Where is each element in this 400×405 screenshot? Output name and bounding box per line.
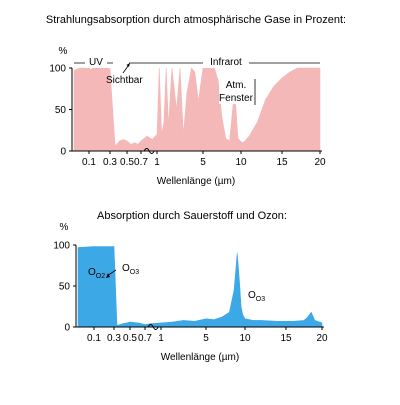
absorption-area [77, 246, 323, 328]
visible-label: Sichtbar [106, 75, 143, 86]
x-tick-label: 0.3 [103, 157, 117, 168]
y-tick-label: 100 [53, 241, 70, 252]
visible-pointer-arrowhead [126, 63, 130, 67]
oxygen-ozone-chart: Absorption durch Sauerstoff und Ozon: % … [53, 210, 328, 363]
x-tick-label: 0.3 [107, 333, 121, 344]
x-tick-label: 0.7 [138, 333, 152, 344]
y-tick-label: 50 [55, 105, 67, 116]
x-tick-label: 20 [316, 333, 328, 344]
x-tick-label: 10 [239, 333, 251, 344]
chart-title: Strahlungsabsorption durch atmosphärisch… [46, 14, 346, 26]
x-tick-label: 0.5 [123, 333, 137, 344]
x-tick-label: 0.5 [120, 157, 134, 168]
x-tick-label: 0.1 [82, 157, 96, 168]
x-tick-label: 10 [235, 157, 247, 168]
y-tick-label: 100 [49, 64, 66, 75]
axis-break-marker [143, 148, 155, 154]
chart-title: Absorption durch Sauerstoff und Ozon: [97, 210, 287, 222]
absorption-series-area [77, 246, 323, 328]
x-tick-label: 0.7 [134, 157, 148, 168]
axis-break-marker [147, 324, 159, 330]
x-tick-label: 0.1 [87, 333, 101, 344]
x-tick-label: 1 [158, 333, 164, 344]
o3-uv-label: OO3 [122, 263, 139, 276]
uv-label: UV [89, 57, 103, 68]
window-label-bg [219, 77, 254, 104]
absorption-area [73, 67, 321, 152]
x-tick-labels: 0.1 0.3 0.5 0.7 1 5 10 15 20 [87, 324, 328, 344]
x-axis-label: Wellenlänge (µm) [161, 352, 239, 363]
gas-absorption-chart: Strahlungsabsorption durch atmosphärisch… [46, 14, 346, 187]
y-tick-label: 0 [60, 147, 66, 158]
y-tick-labels: 0 50 100 [49, 64, 72, 158]
x-tick-label: 1 [154, 157, 160, 168]
absorption-series-area [73, 67, 321, 152]
x-tick-labels: 0.1 0.3 0.5 0.7 1 5 10 15 20 [82, 148, 326, 168]
visible-pointer-arrow [122, 65, 129, 74]
x-tick-label: 15 [280, 333, 292, 344]
y-unit-label: % [60, 222, 69, 233]
y-tick-label: 0 [64, 323, 70, 334]
x-tick-label: 15 [276, 157, 288, 168]
y-unit-label: % [59, 46, 68, 57]
y-tick-labels: 0 50 100 [53, 241, 76, 334]
window-label-line2: Fenster [219, 93, 254, 104]
x-tick-label: 5 [200, 157, 206, 168]
uv-label-bg [85, 55, 107, 68]
x-tick-label: 20 [314, 157, 326, 168]
infrared-label: Infrarot [210, 57, 242, 68]
o3-ir-label: OO3 [248, 290, 265, 303]
window-label-line1: Atm. [226, 80, 247, 91]
x-axis-label: Wellenlänge (µm) [157, 176, 235, 187]
x-tick-label: 5 [203, 333, 209, 344]
o3-pointer-arrowhead [106, 273, 110, 278]
infrared-label-bg [203, 55, 249, 68]
y-tick-label: 50 [59, 282, 71, 293]
